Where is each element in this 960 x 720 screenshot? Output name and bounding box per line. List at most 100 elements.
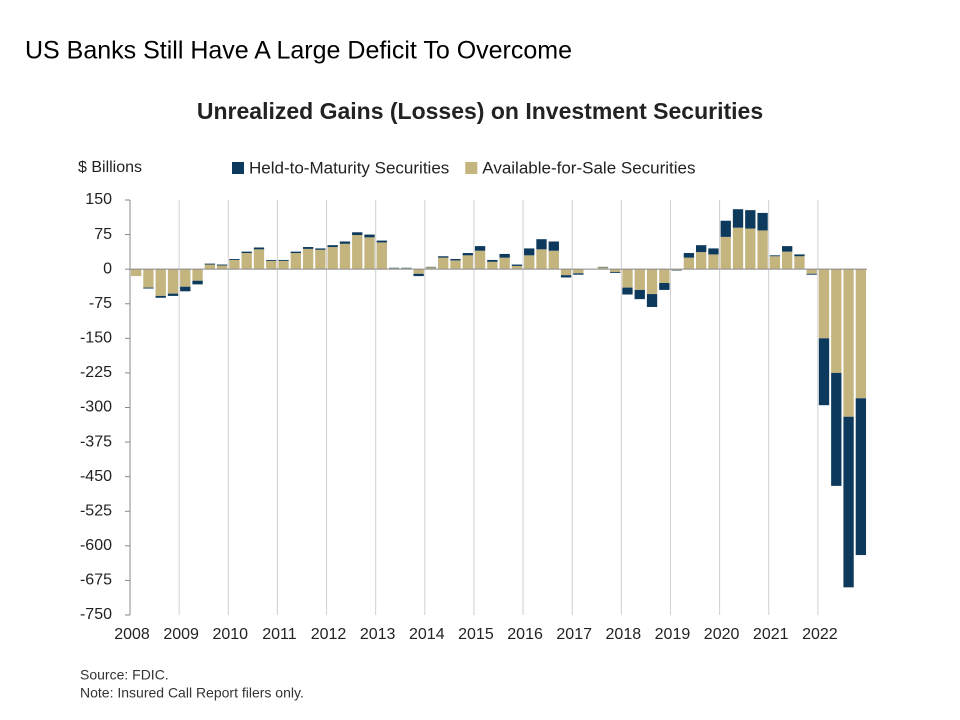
bar-segment xyxy=(646,294,658,307)
source-note: Source: FDIC. xyxy=(80,667,169,683)
bar-segment xyxy=(745,228,756,270)
bar-segment xyxy=(438,256,449,258)
y-axis-label: $ Billions xyxy=(78,159,142,176)
y-tick-label: -150 xyxy=(80,330,112,347)
bar-segment xyxy=(290,253,301,270)
y-tick-label: -600 xyxy=(80,537,112,554)
bar-segment xyxy=(781,251,793,270)
bar-segment xyxy=(315,249,326,270)
bar-segment xyxy=(720,236,731,270)
bar-segment xyxy=(646,269,658,295)
bar-segment xyxy=(376,242,387,270)
y-tick-label: -675 xyxy=(80,572,112,589)
bar-segment xyxy=(548,250,559,270)
bar-segment xyxy=(327,245,338,248)
y-tick-label: -750 xyxy=(80,606,112,623)
bar-segment xyxy=(511,265,523,270)
bar-segment xyxy=(597,267,609,270)
x-tick-label: 2011 xyxy=(262,626,297,643)
bar-segment xyxy=(241,253,252,270)
y-tick-label: -225 xyxy=(80,364,112,381)
bar-segment xyxy=(634,269,645,290)
bar-segment xyxy=(720,220,731,237)
legend-swatch xyxy=(465,162,478,174)
bar-segment xyxy=(155,295,166,298)
bar-segment xyxy=(831,372,842,486)
chart-title: Unrealized Gains (Losses) on Investment … xyxy=(197,98,763,124)
x-tick-label: 2010 xyxy=(212,626,248,643)
x-tick-label: 2021 xyxy=(753,626,789,643)
bar-segment xyxy=(745,210,756,229)
bar-segment xyxy=(192,280,203,285)
bar-segment xyxy=(216,264,228,266)
bar-segment xyxy=(462,253,473,256)
bar-segment xyxy=(364,234,375,238)
bar-segment xyxy=(167,269,179,294)
y-tick-label: -375 xyxy=(80,433,112,450)
bar-segment xyxy=(278,260,289,270)
bar-segment xyxy=(290,251,301,254)
bar-segment xyxy=(511,264,523,266)
bar-segment xyxy=(622,287,633,295)
x-tick-label: 2015 xyxy=(458,626,494,643)
x-tick-label: 2012 xyxy=(311,626,347,643)
y-tick-label: 75 xyxy=(94,226,112,243)
bar-segment xyxy=(413,273,424,277)
bar-segment xyxy=(683,253,695,258)
bar-segment xyxy=(769,256,781,270)
bar-segment xyxy=(757,230,768,270)
bar-segment xyxy=(339,243,351,270)
bar-segment xyxy=(278,259,289,261)
bar-segment xyxy=(548,241,559,251)
bar-segment xyxy=(683,257,695,270)
bar-segment xyxy=(818,269,830,339)
bar-segment xyxy=(806,273,817,275)
x-tick-label: 2014 xyxy=(409,626,445,643)
bar-segment xyxy=(180,269,191,287)
bar-segment xyxy=(610,269,621,272)
bar-segment xyxy=(634,289,645,300)
bar-segment xyxy=(450,259,461,261)
bar-segment xyxy=(352,232,363,236)
bar-segment xyxy=(438,257,449,270)
bar-segment xyxy=(757,212,768,231)
note: Note: Insured Call Report filers only. xyxy=(80,685,304,701)
bar-segment xyxy=(180,286,191,292)
x-tick-label: 2019 xyxy=(655,626,691,643)
x-tick-label: 2018 xyxy=(606,626,642,643)
bar-segment xyxy=(352,235,363,270)
bar-segment xyxy=(253,249,265,270)
bar-segment xyxy=(204,264,216,270)
bar-segment xyxy=(806,269,817,274)
bar-segment xyxy=(708,248,719,255)
x-tick-label: 2008 xyxy=(114,626,150,643)
bar-segment xyxy=(622,269,633,288)
bar-segment xyxy=(302,248,314,270)
bar-segment xyxy=(536,249,547,270)
bar-segment xyxy=(794,256,805,270)
bar-segment xyxy=(376,240,387,243)
bar-segment xyxy=(855,269,867,399)
bar-segment xyxy=(487,259,498,262)
bar-segment xyxy=(302,247,314,249)
x-tick-label: 2016 xyxy=(507,626,543,643)
y-tick-label: 150 xyxy=(85,191,112,208)
bar-segment xyxy=(732,227,744,270)
bar-segment xyxy=(843,416,854,588)
bar-segment xyxy=(610,271,621,273)
bar-segment xyxy=(315,248,326,250)
bar-segment xyxy=(499,253,510,258)
x-tick-label: 2022 xyxy=(802,626,838,643)
bar-segment xyxy=(536,239,547,250)
bar-segment xyxy=(339,241,351,244)
x-tick-label: 2020 xyxy=(704,626,740,643)
bar-segment xyxy=(253,247,265,250)
y-tick-label: 0 xyxy=(103,260,112,277)
bar-segment xyxy=(843,269,854,417)
bar-segment xyxy=(167,293,179,296)
y-tick-label: -525 xyxy=(80,502,112,519)
bar-segment xyxy=(474,246,486,251)
bar-segment xyxy=(560,275,572,278)
legend-label: Available-for-Sale Securities xyxy=(482,158,695,177)
